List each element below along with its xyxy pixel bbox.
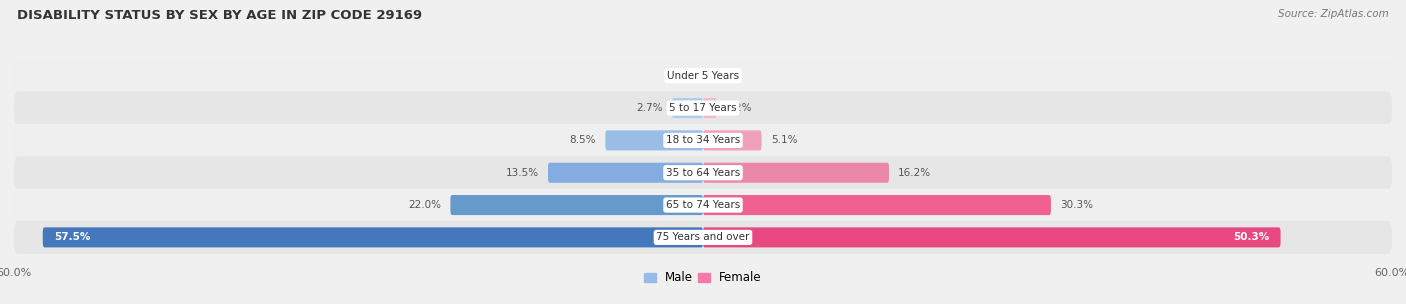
FancyBboxPatch shape bbox=[703, 163, 889, 183]
FancyBboxPatch shape bbox=[14, 124, 1392, 157]
Text: 0.0%: 0.0% bbox=[668, 71, 693, 81]
Text: Under 5 Years: Under 5 Years bbox=[666, 71, 740, 81]
Text: 8.5%: 8.5% bbox=[569, 135, 596, 145]
Text: Source: ZipAtlas.com: Source: ZipAtlas.com bbox=[1278, 9, 1389, 19]
Text: 5.1%: 5.1% bbox=[770, 135, 797, 145]
FancyBboxPatch shape bbox=[14, 188, 1392, 222]
FancyBboxPatch shape bbox=[703, 195, 1050, 215]
FancyBboxPatch shape bbox=[672, 98, 703, 118]
Text: 75 Years and over: 75 Years and over bbox=[657, 232, 749, 242]
Text: 1.2%: 1.2% bbox=[725, 103, 752, 113]
Text: 50.3%: 50.3% bbox=[1233, 232, 1270, 242]
Text: 18 to 34 Years: 18 to 34 Years bbox=[666, 135, 740, 145]
Text: 13.5%: 13.5% bbox=[506, 168, 538, 178]
Text: DISABILITY STATUS BY SEX BY AGE IN ZIP CODE 29169: DISABILITY STATUS BY SEX BY AGE IN ZIP C… bbox=[17, 9, 422, 22]
Text: 30.3%: 30.3% bbox=[1060, 200, 1092, 210]
FancyBboxPatch shape bbox=[14, 156, 1392, 189]
Text: 35 to 64 Years: 35 to 64 Years bbox=[666, 168, 740, 178]
FancyBboxPatch shape bbox=[548, 163, 703, 183]
FancyBboxPatch shape bbox=[703, 227, 1281, 247]
FancyBboxPatch shape bbox=[703, 130, 762, 150]
Text: 5 to 17 Years: 5 to 17 Years bbox=[669, 103, 737, 113]
Text: 0.0%: 0.0% bbox=[713, 71, 738, 81]
FancyBboxPatch shape bbox=[703, 98, 717, 118]
FancyBboxPatch shape bbox=[14, 59, 1392, 92]
Text: 2.7%: 2.7% bbox=[637, 103, 662, 113]
Text: 16.2%: 16.2% bbox=[898, 168, 931, 178]
FancyBboxPatch shape bbox=[450, 195, 703, 215]
FancyBboxPatch shape bbox=[42, 227, 703, 247]
Text: 22.0%: 22.0% bbox=[408, 200, 441, 210]
Legend: Male, Female: Male, Female bbox=[640, 267, 766, 289]
Text: 65 to 74 Years: 65 to 74 Years bbox=[666, 200, 740, 210]
FancyBboxPatch shape bbox=[606, 130, 703, 150]
FancyBboxPatch shape bbox=[14, 221, 1392, 254]
Text: 57.5%: 57.5% bbox=[55, 232, 90, 242]
FancyBboxPatch shape bbox=[14, 92, 1392, 125]
